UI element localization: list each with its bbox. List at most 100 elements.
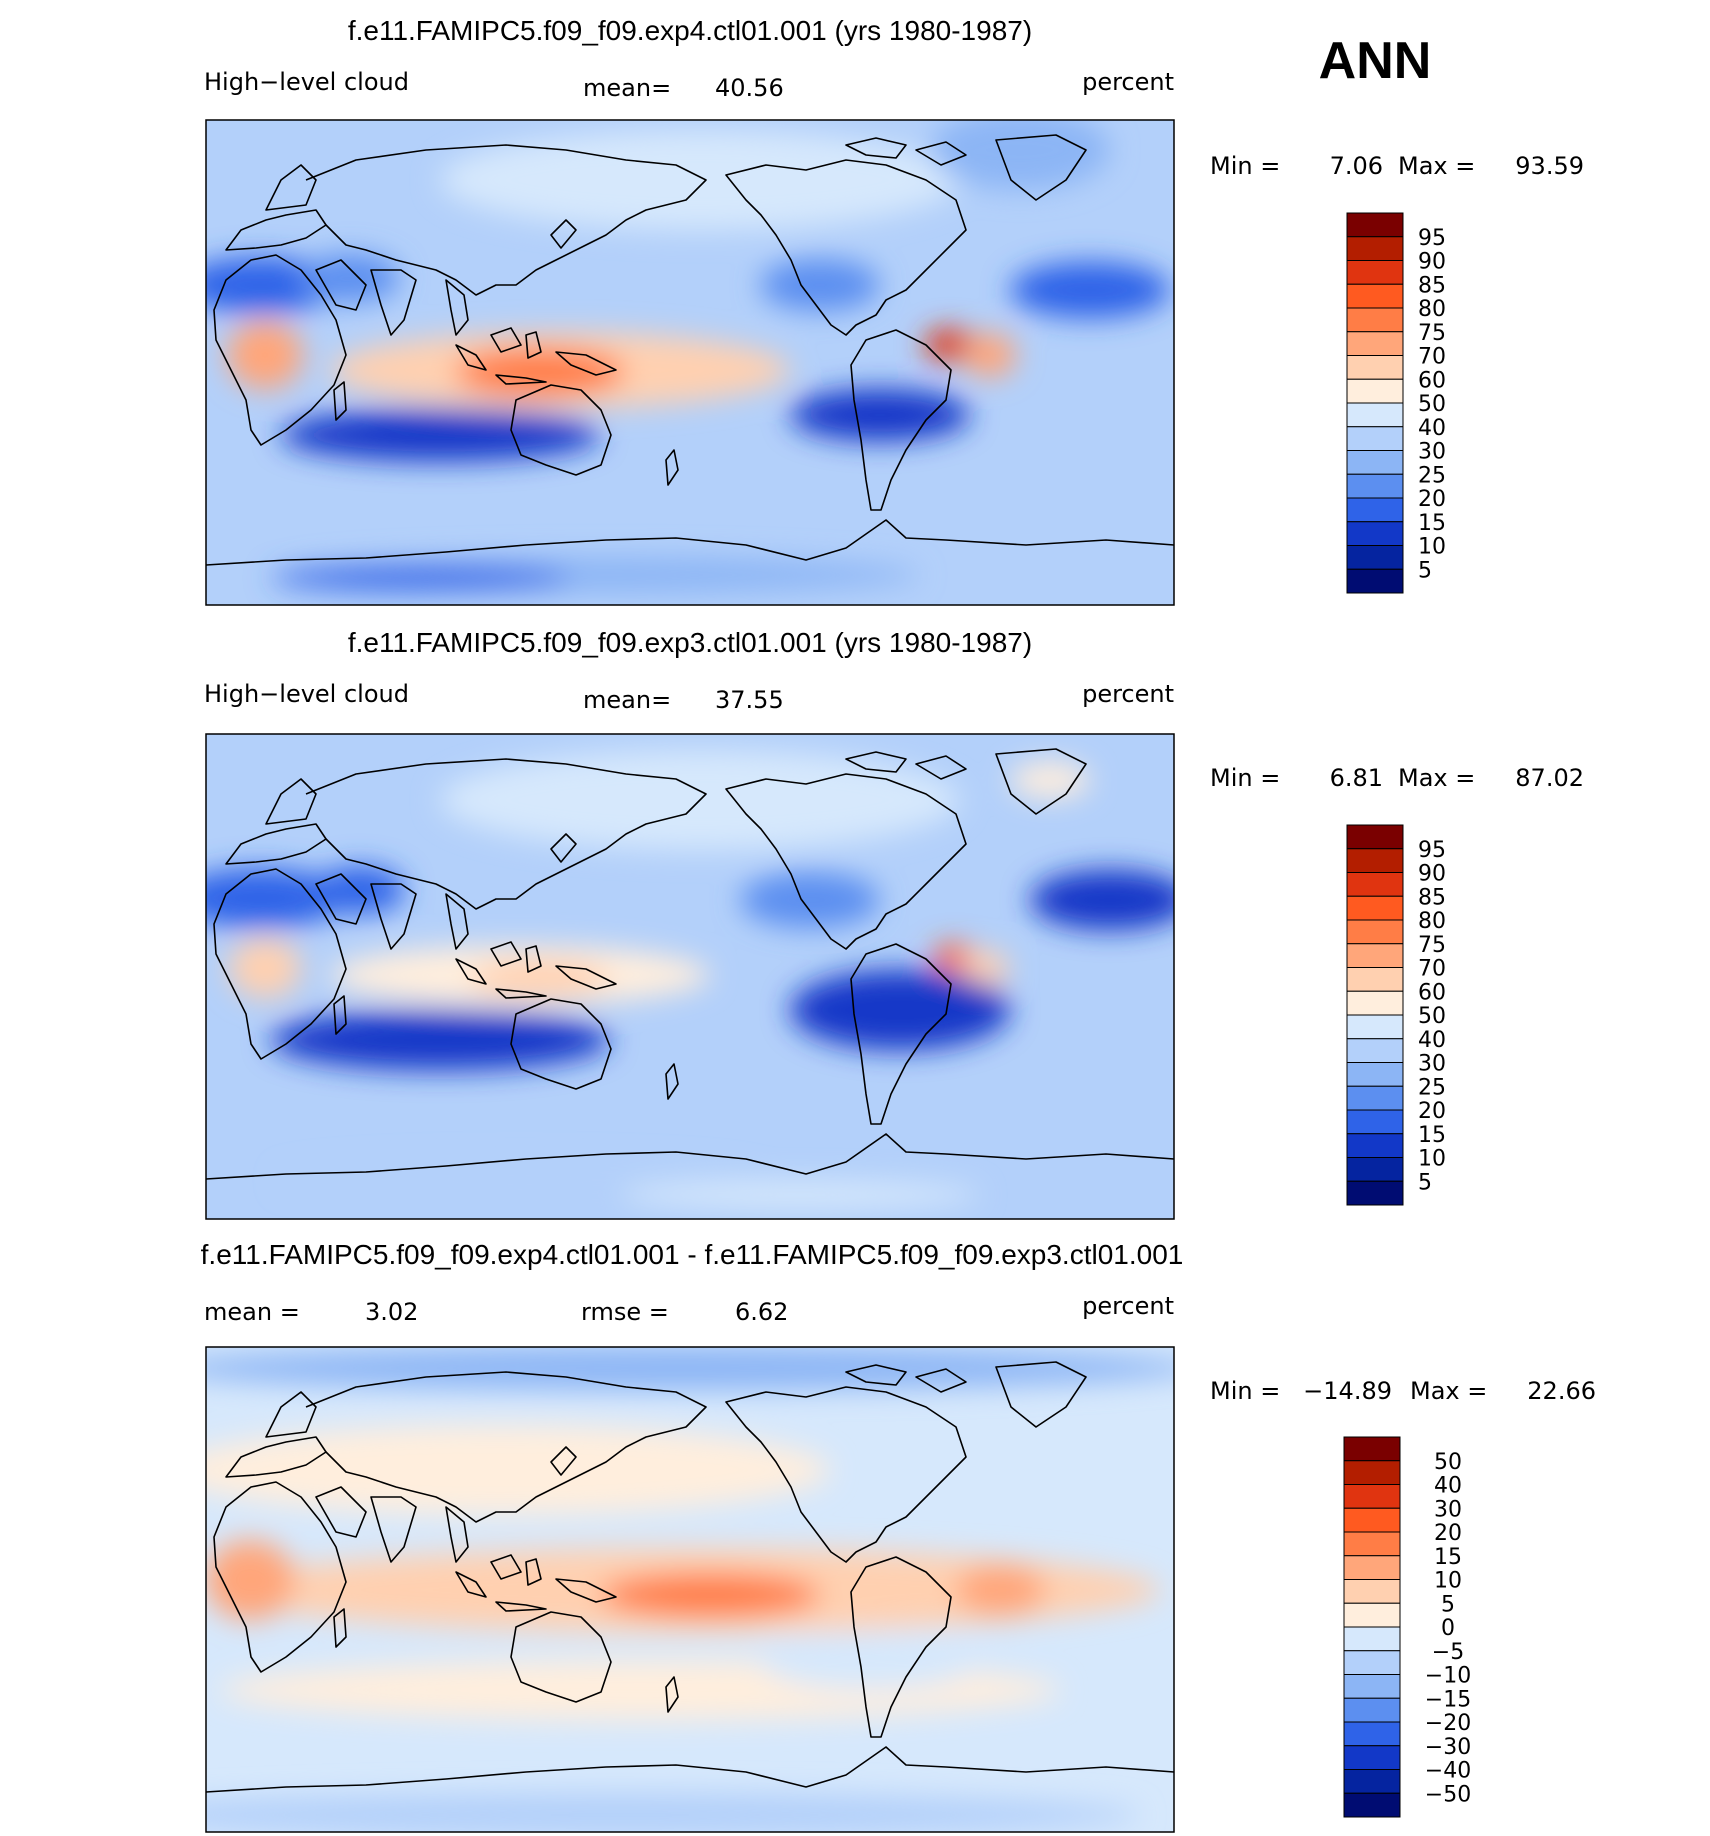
panel-0-colorbar-label: 95	[1418, 226, 1446, 251]
panel-1-colorbar-box	[1346, 1133, 1404, 1158]
panel-0-field-antarctic-coast	[270, 566, 570, 590]
panel-0-colorbar-box	[1346, 521, 1404, 546]
panel-0-colorbar-box	[1346, 473, 1404, 499]
panel-2-field-southeast-pacific	[760, 1630, 980, 1690]
panel-2-min-label: Min =	[1210, 1377, 1280, 1405]
panel-1-colorbar-label: 75	[1418, 933, 1446, 958]
panel-2-colorbar-box	[1343, 1674, 1401, 1699]
panel-1-colorbar-box	[1346, 967, 1404, 992]
panel-0-colorbar-label: 40	[1418, 416, 1446, 441]
panel-0-max-value: 93.59	[1515, 152, 1584, 180]
panel-2-field-arctic	[206, 1347, 1174, 1390]
panel-2-field-amazon	[955, 1565, 1045, 1615]
panel-0-colorbar-box	[1346, 497, 1404, 523]
panel-2-units: percent	[1082, 1292, 1174, 1320]
panel-2-rmse-label: rmse =	[581, 1298, 669, 1326]
panel-1-min-value: 6.81	[1330, 764, 1383, 792]
panel-1-title: f.e11.FAMIPC5.f09_f09.exp3.ctl01.001 (yr…	[348, 627, 1032, 658]
panel-2-colorbar-label: 0	[1441, 1616, 1455, 1641]
panel-1-mean-value: 37.55	[715, 686, 784, 714]
panel-2-colorbar-box	[1343, 1555, 1401, 1580]
panel-0-field-south-indian-ocean	[280, 409, 600, 461]
panel-1-colorbar-box	[1346, 895, 1404, 921]
panel-1-colorbar-box	[1346, 1085, 1404, 1111]
panel-1-colorbar-box	[1346, 824, 1404, 850]
panel-1-colorbar-box	[1346, 1180, 1404, 1206]
panel-0-colorbar-label: 75	[1418, 321, 1446, 346]
panel-1-min-label: Min =	[1210, 764, 1280, 792]
panel-1-field-south-indian-ocean	[270, 1010, 610, 1070]
panel-0-colorbar-label: 60	[1418, 368, 1446, 393]
panel-2-colorbar-box	[1343, 1484, 1401, 1509]
panel-2-colorbar-box	[1343, 1745, 1401, 1770]
panel-2-map	[206, 1347, 1174, 1832]
panel-2-colorbar-label: −50	[1425, 1782, 1471, 1807]
panel-0-colorbar-box	[1346, 212, 1404, 238]
panel-1-field-southeast-pacific	[790, 970, 1010, 1050]
panel-1-colorbar-box	[1346, 990, 1404, 1016]
panel-2-colorbar-label: 50	[1434, 1450, 1462, 1475]
panel-2-colorbar-label: 5	[1441, 1592, 1455, 1617]
panel-0-colorbar-box	[1346, 331, 1404, 356]
panel-0-field-north-pacific-storm	[440, 130, 960, 230]
panel-1-colorbar-box	[1346, 1014, 1404, 1040]
panel-1-colorbar-box	[1346, 919, 1404, 945]
panel-2-colorbar-label: 40	[1434, 1474, 1462, 1499]
panel-1-variable: High−level cloud	[204, 680, 409, 708]
panel-0-colorbar-label: 15	[1418, 511, 1446, 536]
panel-1-colorbar-box	[1346, 1038, 1404, 1063]
panel-1-colorbar-label: 95	[1418, 838, 1446, 863]
panel-0-colorbar-label: 85	[1418, 273, 1446, 298]
panel-0-colorbar-box	[1346, 450, 1404, 475]
panel-0-map	[206, 120, 1174, 605]
panel-2-colorbar-box	[1343, 1579, 1401, 1604]
panel-0-colorbar-label: 20	[1418, 487, 1446, 512]
panel-0-min-label: Min =	[1210, 152, 1280, 180]
panel-1-field-southern-ocean-storms	[280, 1164, 760, 1196]
panel-2-colorbar-box	[1343, 1792, 1401, 1818]
panel-2-colorbar-label: −10	[1425, 1664, 1471, 1689]
panel-0-mean-value: 40.56	[715, 74, 784, 102]
panel-2-colorbar-box	[1343, 1650, 1401, 1675]
panel-0-field-maritime-continent	[455, 348, 625, 396]
panel-0-mean-label: mean=	[583, 74, 671, 102]
panel-0-colorbar-label: 90	[1418, 250, 1446, 275]
panel-1-colorbar-box	[1346, 943, 1404, 968]
panel-1-units: percent	[1082, 680, 1174, 708]
panel-0-units: percent	[1082, 68, 1174, 96]
panel-2-colorbar-box	[1343, 1697, 1401, 1723]
panel-0-field-greenland	[930, 120, 1110, 190]
panel-0-colorbar-label: 50	[1418, 392, 1446, 417]
panel-1-field-itcz-africa	[229, 938, 301, 998]
panel-1-colorbar-label: 10	[1418, 1147, 1446, 1172]
panel-0-max-label: Max =	[1398, 152, 1475, 180]
panel-2-title: f.e11.FAMIPC5.f09_f09.exp4.ctl01.001 - f…	[201, 1239, 1184, 1270]
panel-1-colorbar-box	[1346, 848, 1404, 873]
panel-1-colorbar-box	[1346, 1157, 1404, 1182]
panel-1-colorbar-label: 20	[1418, 1099, 1446, 1124]
panel-1-colorbar-label: 30	[1418, 1052, 1446, 1077]
panel-0-colorbar-box	[1346, 426, 1404, 451]
panel-1-colorbar-label: 80	[1418, 909, 1446, 934]
panel-0-colorbar-box	[1346, 236, 1404, 261]
panel-1-field-maritime-continent	[470, 960, 610, 996]
panel-0: f.e11.FAMIPC5.f09_f09.exp4.ctl01.001 (yr…	[204, 15, 1584, 606]
panel-1-map	[206, 734, 1174, 1219]
panel-2-field-antarctica	[206, 1793, 1140, 1832]
panel-0-colorbar-label: 10	[1418, 535, 1446, 560]
panel-1-colorbar-box	[1346, 872, 1404, 897]
panel-2-max-value: 22.66	[1527, 1377, 1596, 1405]
panel-2-colorbar-label: −30	[1425, 1735, 1471, 1760]
panel-2-rmse-value: 6.62	[735, 1298, 788, 1326]
panel-0-field-atlantic-subtropics	[1010, 262, 1170, 318]
panel-1-colorbar-label: 40	[1418, 1028, 1446, 1053]
panel-1-colorbar-label: 5	[1418, 1170, 1432, 1195]
panel-1-colorbar-box	[1346, 1109, 1404, 1135]
panel-2-fields	[206, 1347, 1174, 1832]
panel-1-max-value: 87.02	[1515, 764, 1584, 792]
panel-2-colorbar-label: 10	[1434, 1569, 1462, 1594]
panel-0-colorbar-box	[1346, 260, 1404, 285]
panel-2-colorbar-label: −15	[1425, 1687, 1471, 1712]
